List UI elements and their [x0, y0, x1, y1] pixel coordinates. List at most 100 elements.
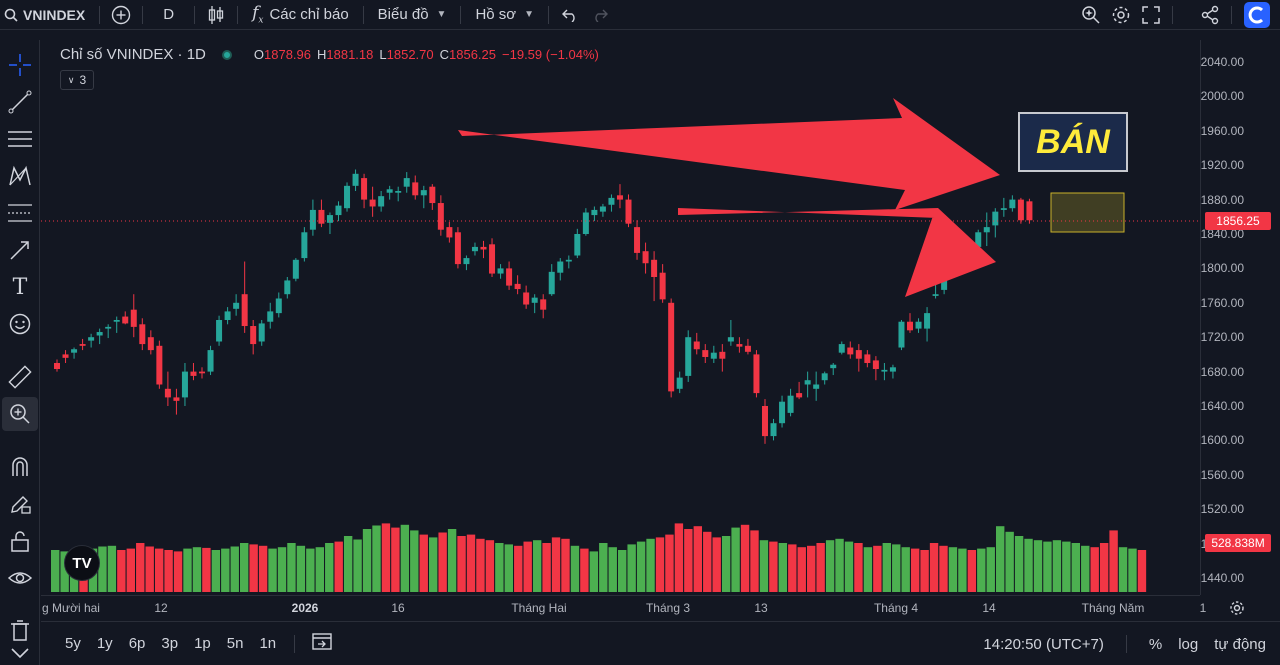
volume-layer	[51, 523, 1147, 592]
candle-body	[395, 191, 402, 193]
app-logo[interactable]	[1244, 2, 1270, 28]
volume-bar	[334, 541, 343, 592]
volume-bar	[939, 545, 948, 592]
candle-body	[301, 232, 308, 259]
price-scale[interactable]: 2040.00 2000.00 1960.00 1920.00 1880.00 1840.…	[1200, 40, 1280, 595]
candle-body	[412, 182, 419, 196]
magnet-tool[interactable]	[2, 450, 38, 484]
candle-body	[318, 209, 325, 224]
price-tick: 1840.00	[1200, 227, 1244, 241]
symbol-search[interactable]: VNINDEX	[0, 0, 93, 30]
price-tick: 2000.00	[1200, 89, 1244, 104]
quick-search-button[interactable]	[1076, 0, 1106, 30]
volume-bar	[901, 547, 910, 592]
candle-body	[181, 371, 188, 398]
tradingview-logo[interactable]: TV	[64, 545, 100, 581]
volume-bar	[665, 534, 674, 592]
volume-bar	[154, 548, 164, 592]
market-status-icon[interactable]	[221, 49, 232, 60]
bottom-toolbar: 5y 1y 6p 3p 1p 5n 1n 14:20:50 (UTC+7) % log tự…	[41, 621, 1280, 665]
candle-body	[565, 259, 572, 262]
low-value: 1852.70	[386, 47, 434, 62]
undo-button[interactable]	[555, 0, 585, 30]
range-button[interactable]: 1p	[194, 635, 211, 652]
candle-body	[1026, 201, 1033, 221]
trend-line-tool[interactable]	[2, 85, 38, 119]
volume-bar	[542, 543, 551, 592]
pencil-lock-icon	[11, 496, 31, 514]
drawing-mode-tool[interactable]	[2, 487, 38, 521]
last-price-label: 1856.25	[1205, 212, 1271, 230]
profile-menu[interactable]: Hồ sơ ▼	[467, 0, 542, 30]
date-ranges: 5y 1y 6p 3p 1p 5n 1n	[59, 635, 282, 652]
collapse-toolbar-button[interactable]	[2, 642, 38, 664]
candle-body	[796, 393, 803, 398]
range-button[interactable]: 6p	[128, 635, 146, 652]
horizontal-lines-tool[interactable]	[2, 122, 38, 156]
brush-tool[interactable]	[2, 233, 38, 267]
candle-body	[975, 232, 982, 247]
time-scale[interactable]: g Mười hai 12 2026 16 Tháng Hai Tháng 3 13 Thán…	[41, 595, 1244, 621]
candle-body	[744, 345, 751, 352]
ruler-icon	[8, 365, 32, 389]
goto-date-button[interactable]	[311, 631, 333, 656]
gear-icon[interactable]	[1229, 600, 1245, 616]
candle-body	[949, 268, 956, 271]
chart-style-button[interactable]	[201, 0, 231, 30]
separator	[362, 5, 364, 24]
range-button[interactable]: 5y	[65, 635, 81, 652]
range-button[interactable]: 5n	[226, 635, 244, 652]
price-tick: 1520.00	[1200, 502, 1244, 517]
range-button[interactable]: 1n	[259, 635, 277, 652]
redo-button[interactable]	[585, 0, 615, 30]
symbol-label: VNINDEX	[23, 6, 86, 23]
chart-layout-menu[interactable]: Biểu đồ ▼	[370, 0, 455, 30]
crosshair-tool[interactable]	[2, 48, 38, 82]
chart-legend: Chỉ số VNINDEX · 1D O1878.96 H1881.18 L1…	[60, 46, 599, 63]
volume-bar	[920, 550, 929, 592]
log-toggle[interactable]: log	[1178, 635, 1199, 653]
pattern-tool[interactable]	[2, 159, 38, 193]
volume-bar	[731, 527, 740, 592]
indicators-toggle[interactable]: ∨ 3	[60, 70, 94, 90]
fib-tool[interactable]	[2, 196, 38, 230]
candle-body	[344, 185, 351, 209]
share-icon	[1201, 5, 1219, 25]
compare-button[interactable]	[106, 0, 136, 30]
visibility-tool[interactable]	[2, 561, 38, 595]
candle-body	[616, 195, 623, 200]
lock-tool[interactable]	[2, 524, 38, 558]
volume-bar	[703, 531, 712, 592]
auto-toggle[interactable]: tự động	[1214, 635, 1266, 653]
series-title[interactable]: Chỉ số VNINDEX · 1D	[60, 46, 206, 63]
remove-drawings-tool[interactable]	[2, 614, 38, 648]
share-button[interactable]	[1195, 0, 1225, 30]
volume-bar	[561, 538, 570, 592]
candle-body	[71, 349, 78, 353]
zoom-tool[interactable]	[2, 397, 38, 431]
candle-body	[736, 344, 743, 347]
candle-body	[361, 178, 368, 200]
volume-bar	[164, 550, 173, 592]
candle-body	[369, 199, 376, 207]
volume-bar	[882, 543, 891, 592]
candle-body	[634, 227, 641, 253]
measure-tool[interactable]	[2, 360, 38, 394]
candle-body	[710, 352, 717, 359]
indicators-button[interactable]: fx Các chỉ báo	[244, 0, 357, 30]
fullscreen-button[interactable]	[1136, 0, 1166, 30]
text-tool[interactable]: T	[2, 270, 38, 304]
volume-bar	[816, 543, 825, 592]
volume-bar	[51, 550, 60, 592]
percent-toggle[interactable]: %	[1148, 635, 1163, 653]
range-button[interactable]: 1y	[96, 635, 113, 652]
candle-body	[779, 401, 786, 424]
range-button[interactable]: 3p	[161, 635, 179, 652]
volume-bar	[929, 543, 939, 592]
volume-bar	[249, 544, 258, 592]
settings-button[interactable]	[1106, 0, 1136, 30]
emoji-tool[interactable]	[2, 307, 38, 341]
interval-button[interactable]: D	[163, 6, 175, 23]
timezone-button[interactable]: 14:20:50 (UTC+7)	[983, 635, 1104, 653]
candle-body	[480, 246, 487, 250]
